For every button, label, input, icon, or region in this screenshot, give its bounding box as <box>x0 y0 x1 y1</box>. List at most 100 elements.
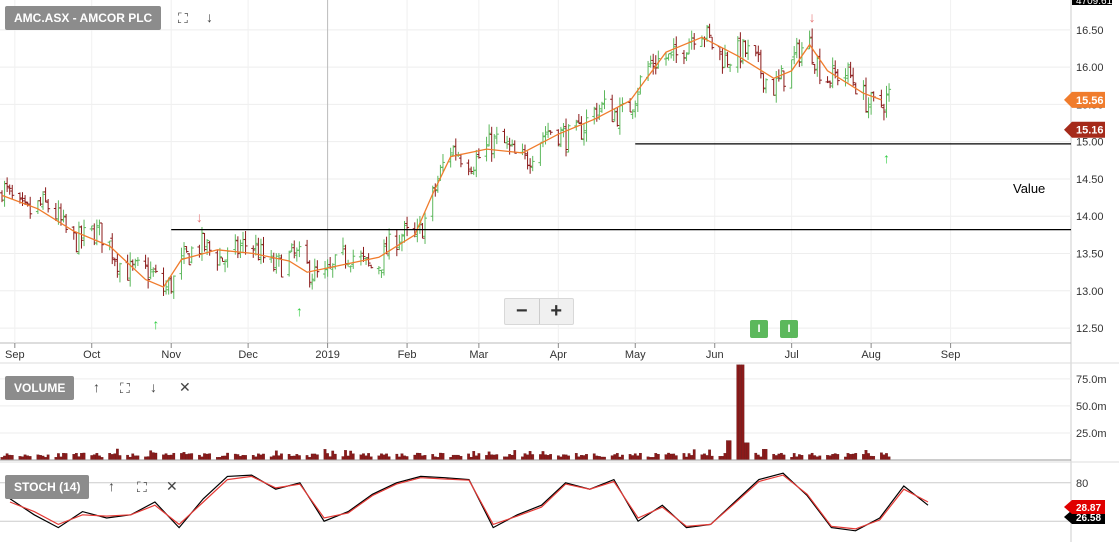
volume-bar <box>615 453 619 461</box>
volume-bar <box>62 452 65 461</box>
volume-bar <box>400 453 404 461</box>
maximize-icon[interactable]: ⛶ <box>120 380 130 396</box>
volume-bar <box>854 453 858 461</box>
volume-bar <box>257 453 260 461</box>
volume-bar <box>780 452 783 461</box>
volume-bar <box>510 454 514 461</box>
price-bar <box>125 254 130 281</box>
price-bar <box>310 273 315 290</box>
volume-bar <box>441 453 445 461</box>
volume-bar <box>23 454 27 461</box>
price-bar <box>861 80 866 100</box>
volume-bar <box>295 454 299 461</box>
price-bar <box>743 40 748 58</box>
volume-bar <box>431 454 435 461</box>
x-tick-label: 2019 <box>315 349 339 361</box>
volume-bar <box>305 455 309 461</box>
price-bar <box>379 269 384 278</box>
price-bar <box>648 55 653 68</box>
zoom-in-button[interactable]: + <box>550 300 563 322</box>
price-bar <box>761 72 766 93</box>
price-bar <box>771 78 776 96</box>
volume-bar <box>762 449 765 461</box>
price-bar <box>615 107 620 127</box>
event-marker[interactable]: I <box>780 320 798 338</box>
price-bar <box>348 265 353 273</box>
x-tick-label: May <box>625 349 646 361</box>
last-price-tag: 15.16 <box>1064 121 1105 138</box>
volume-bar <box>415 452 419 461</box>
volume-bar <box>313 453 317 461</box>
price-bar <box>28 196 33 219</box>
price-bar <box>843 68 848 87</box>
price-bar <box>330 263 335 278</box>
close-icon[interactable]: ✕ <box>166 478 178 494</box>
price-bar <box>189 246 194 264</box>
price-bar <box>740 38 745 65</box>
volume-bar <box>226 452 229 461</box>
volume-bar <box>26 455 29 461</box>
volume-bar <box>815 456 819 461</box>
volume-bar <box>151 452 155 461</box>
price-bar <box>579 116 584 140</box>
volume-bar <box>549 454 552 461</box>
price-bar <box>46 198 51 213</box>
arrow-up-icon[interactable]: ↑ <box>93 379 100 395</box>
arrow-up-icon[interactable]: ↑ <box>108 478 115 494</box>
price-bar <box>261 236 266 263</box>
chart-title: AMC.ASX - AMCOR PLC <box>5 6 162 30</box>
x-tick-label: Oct <box>83 349 100 361</box>
volume-bar <box>80 453 83 461</box>
price-bar <box>564 118 569 157</box>
price-bar <box>89 225 94 232</box>
maximize-icon[interactable]: ⛶ <box>178 10 188 26</box>
volume-bar <box>800 455 804 461</box>
volume-bar <box>169 454 173 461</box>
price-bar <box>220 257 225 262</box>
price-bar <box>53 203 58 221</box>
volume-bar <box>377 455 381 461</box>
volume-bar <box>262 453 265 461</box>
price-bar <box>2 180 7 207</box>
volume-bar <box>116 448 119 461</box>
price-bar <box>387 228 392 260</box>
price-bar <box>171 275 176 299</box>
price-bar <box>884 85 889 118</box>
stoch-tick-label: 80 <box>1076 478 1088 490</box>
price-bar <box>315 260 320 278</box>
price-bar <box>707 23 712 39</box>
arrow-down-icon[interactable]: ↓ <box>150 379 157 395</box>
volume-bar <box>172 452 176 461</box>
volume-bar <box>277 455 281 461</box>
volume-bar <box>241 454 245 461</box>
price-bar <box>633 100 638 118</box>
zoom-out-button[interactable]: − <box>505 299 540 324</box>
x-tick-label: Jun <box>706 349 724 361</box>
price-bar <box>235 236 240 259</box>
price-bar <box>143 254 148 269</box>
price-bar <box>41 191 46 210</box>
price-bar <box>681 50 686 65</box>
axes: 12.5013.0013.5014.0014.5015.0015.5016.00… <box>5 0 1113 361</box>
price-bar <box>758 49 763 79</box>
volume-bar <box>539 454 542 461</box>
arrow-down-icon[interactable]: ↓ <box>206 9 213 25</box>
volume-bar <box>364 455 368 461</box>
volume-bar <box>90 455 94 461</box>
close-icon[interactable]: ✕ <box>179 379 191 395</box>
price-bar <box>25 201 30 207</box>
price-bar <box>402 220 407 243</box>
price-bar <box>294 247 299 262</box>
volume-bar <box>57 453 60 461</box>
volume-bar <box>233 453 237 461</box>
price-bar <box>256 237 261 261</box>
y-tick-label: 13.50 <box>1076 249 1104 261</box>
volume-bar <box>495 454 499 461</box>
event-marker[interactable]: I <box>750 320 768 338</box>
price-bar <box>74 231 79 253</box>
price-bar <box>528 158 533 174</box>
volume-bar <box>362 453 365 461</box>
maximize-icon[interactable]: ⛶ <box>137 479 147 495</box>
volume-bar <box>239 456 242 461</box>
price-bar <box>276 253 281 267</box>
